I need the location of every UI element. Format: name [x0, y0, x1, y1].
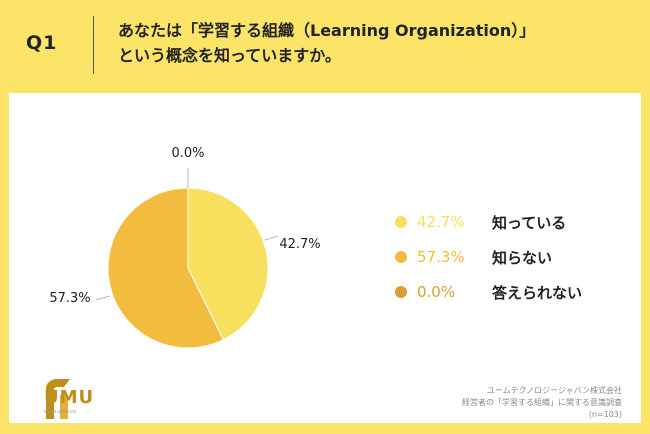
- pie-slice-unknown: [107, 187, 225, 349]
- legend-dot-no-answer: [395, 286, 407, 298]
- pie-slice-known: [187, 187, 269, 341]
- data-label-unknown: 57.3%: [49, 291, 90, 306]
- source-survey: 経営者の「学習する組織」に関する意識調査: [462, 398, 622, 407]
- leader-line-unknown: [95, 295, 111, 301]
- legend-label-no-answer: 答えられない: [492, 283, 583, 302]
- umu-logo-icon: [46, 379, 70, 419]
- header-divider: [93, 16, 94, 74]
- legend-pct-unknown: 57.3%: [417, 248, 465, 266]
- logo-url: www.umu.co: [44, 409, 77, 415]
- legend-item-no-answer: 0.0% 答えられない: [395, 282, 582, 302]
- legend-dot-known: [395, 216, 407, 228]
- leader-line-known: [264, 235, 279, 241]
- logo-text: UMU: [44, 387, 95, 408]
- question-number: Q1: [26, 32, 58, 54]
- legend-pct-no-answer: 0.0%: [417, 283, 456, 301]
- legend-label-unknown: 知らない: [492, 248, 553, 267]
- legend-item-known: 42.7% 知っている: [395, 212, 566, 232]
- legend-label-known: 知っている: [492, 213, 567, 232]
- legend-dot-unknown: [395, 251, 407, 263]
- question-line-2: という概念を知っていますか。: [118, 46, 341, 65]
- question-text: あなたは「学習する組織（Learning Organization）」 という概…: [118, 18, 638, 68]
- data-label-known: 42.7%: [279, 237, 320, 252]
- source-note: ユームテクノロジージャパン株式会社 経営者の「学習する組織」に関する意識調査 (…: [462, 385, 622, 421]
- legend-pct-known: 42.7%: [417, 213, 465, 231]
- source-company: ユームテクノロジージャパン株式会社: [486, 386, 622, 395]
- header: Q1 あなたは「学習する組織（Learning Organization）」 と…: [0, 0, 650, 92]
- question-line-1: あなたは「学習する組織（Learning Organization）」: [118, 21, 536, 40]
- legend-item-unknown: 57.3% 知らない: [395, 247, 552, 267]
- data-label-no-answer: 0.0%: [171, 146, 204, 161]
- source-sample-size: (n=103): [588, 410, 622, 419]
